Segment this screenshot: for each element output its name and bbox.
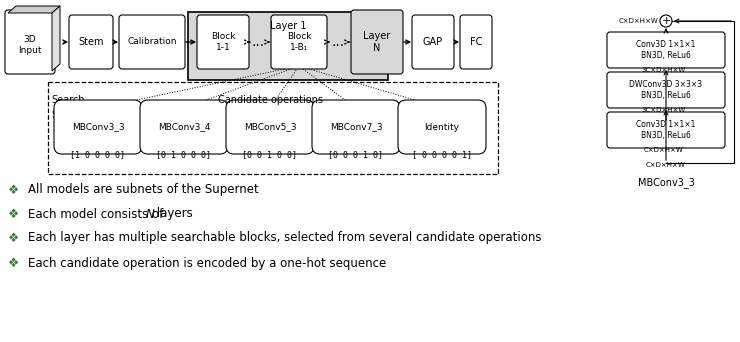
Text: [0 0 1 0 0]: [0 0 1 0 0]: [243, 150, 297, 159]
Text: DWConv3D 3×3×3
BN3D, ReLu6: DWConv3D 3×3×3 BN3D, ReLu6: [630, 80, 702, 100]
Text: Block
1-B₁: Block 1-B₁: [287, 32, 312, 52]
FancyBboxPatch shape: [412, 15, 454, 69]
FancyBboxPatch shape: [54, 100, 142, 154]
Text: layers: layers: [153, 208, 192, 221]
Text: MBConv3_3: MBConv3_3: [638, 177, 694, 188]
FancyBboxPatch shape: [119, 15, 185, 69]
Text: 3D
Input: 3D Input: [18, 35, 41, 55]
Text: ❖: ❖: [8, 232, 19, 245]
Text: Space: Space: [51, 110, 81, 120]
Bar: [48, 82, 498, 174]
Text: Identity: Identity: [425, 122, 460, 132]
Text: 3C×D×H×W: 3C×D×H×W: [642, 67, 686, 73]
Text: Conv3D 1×1×1
BN3D, ReLu6: Conv3D 1×1×1 BN3D, ReLu6: [636, 40, 696, 60]
FancyBboxPatch shape: [607, 32, 725, 68]
Text: Each layer has multiple searchable blocks, selected from several candidate opera: Each layer has multiple searchable block…: [28, 232, 542, 245]
FancyBboxPatch shape: [69, 15, 113, 69]
FancyBboxPatch shape: [226, 100, 314, 154]
Text: Search: Search: [51, 95, 84, 105]
Text: ...: ...: [332, 35, 345, 49]
Text: N: N: [146, 208, 155, 221]
Text: [0 0 0 1 0]: [0 0 0 1 0]: [329, 150, 383, 159]
Text: 3C×D×H×W: 3C×D×H×W: [642, 107, 686, 113]
Text: ❖: ❖: [8, 208, 19, 221]
FancyBboxPatch shape: [140, 100, 228, 154]
FancyBboxPatch shape: [607, 72, 725, 108]
Text: +: +: [662, 16, 670, 26]
FancyBboxPatch shape: [398, 100, 486, 154]
Text: C×D×H×W: C×D×H×W: [618, 18, 658, 24]
FancyBboxPatch shape: [460, 15, 492, 69]
Text: C×D×H×W: C×D×H×W: [646, 162, 686, 168]
Text: Layer 1: Layer 1: [270, 21, 306, 31]
Text: [0 1 0 0 0]: [0 1 0 0 0]: [156, 150, 212, 159]
FancyBboxPatch shape: [607, 112, 725, 148]
Text: MBConv3_4: MBConv3_4: [158, 122, 210, 132]
FancyBboxPatch shape: [312, 100, 400, 154]
Bar: [188, 12, 388, 80]
Circle shape: [660, 15, 672, 27]
Text: MBConv3_3: MBConv3_3: [72, 122, 124, 132]
Text: ...: ...: [252, 35, 265, 49]
FancyBboxPatch shape: [197, 15, 249, 69]
Text: Layer
N: Layer N: [363, 31, 391, 53]
Text: Conv3D 1×1×1
BN3D, ReLu6: Conv3D 1×1×1 BN3D, ReLu6: [636, 120, 696, 140]
Text: Calibration: Calibration: [127, 38, 177, 47]
Text: MBConv5_3: MBConv5_3: [243, 122, 296, 132]
Text: [ 0 0 0 0 1]: [ 0 0 0 0 1]: [412, 150, 472, 159]
Text: C×D×H×W: C×D×H×W: [644, 147, 684, 153]
Text: Stem: Stem: [78, 37, 104, 47]
Text: [1 0 0 0 0]: [1 0 0 0 0]: [70, 150, 126, 159]
Text: Block
1-1: Block 1-1: [211, 32, 235, 52]
Text: FC: FC: [470, 37, 482, 47]
Text: All models are subnets of the Supernet: All models are subnets of the Supernet: [28, 184, 259, 197]
Text: Candidate operations: Candidate operations: [218, 95, 323, 105]
Text: ❖: ❖: [8, 184, 19, 197]
FancyBboxPatch shape: [5, 10, 55, 74]
Text: Each candidate operation is encoded by a one-hot sequence: Each candidate operation is encoded by a…: [28, 256, 386, 269]
Text: MBConv7_3: MBConv7_3: [330, 122, 383, 132]
Text: Each model consists of: Each model consists of: [28, 208, 167, 221]
FancyBboxPatch shape: [351, 10, 403, 74]
Text: ❖: ❖: [8, 256, 19, 269]
Text: GAP: GAP: [423, 37, 443, 47]
Polygon shape: [52, 6, 60, 71]
FancyBboxPatch shape: [271, 15, 327, 69]
Polygon shape: [8, 6, 60, 13]
